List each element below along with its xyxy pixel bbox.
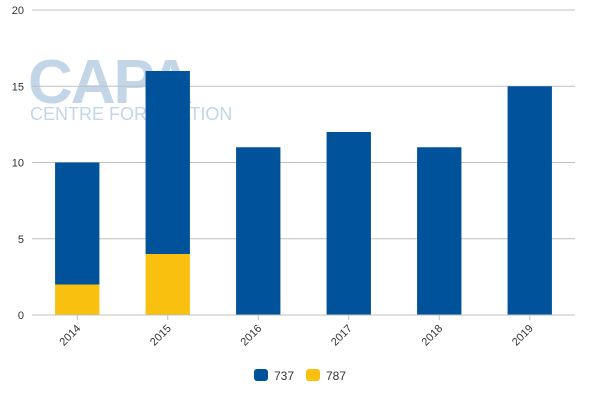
- bars: [55, 71, 552, 315]
- y-tick-label: 20: [12, 5, 24, 17]
- x-tick-label: 2018: [420, 323, 446, 349]
- legend-swatch: [254, 369, 268, 381]
- watermark-tagline: CENTRE FOR AVIATION: [30, 104, 232, 124]
- bar-787-2014[interactable]: [55, 284, 100, 316]
- legend-label: 737: [274, 369, 294, 383]
- x-tick-label: 2014: [58, 323, 84, 349]
- bar-737-2014[interactable]: [55, 162, 100, 285]
- y-tick-label: 0: [18, 310, 24, 322]
- x-tick-label: 2017: [329, 323, 355, 349]
- legend-item-787[interactable]: 787: [306, 369, 346, 383]
- x-tick-label: 2019: [510, 323, 536, 349]
- bar-737-2019[interactable]: [507, 86, 552, 315]
- x-axis: 2014 2015 2016 2017 2018 2019: [32, 314, 575, 349]
- y-axis: 0 5 10 15 20: [12, 5, 24, 322]
- bar-737-2015[interactable]: [145, 71, 190, 254]
- bar-737-2017[interactable]: [326, 132, 371, 315]
- legend-swatch: [306, 369, 320, 381]
- x-tick-label: 2016: [239, 323, 265, 349]
- bar-787-2015[interactable]: [145, 254, 190, 315]
- y-tick-label: 5: [18, 234, 24, 246]
- legend[interactable]: 737 787: [254, 369, 346, 383]
- y-tick-label: 10: [12, 158, 24, 170]
- legend-label: 787: [326, 369, 346, 383]
- x-tick-label: 2015: [148, 323, 174, 349]
- bar-737-2018[interactable]: [417, 147, 462, 315]
- y-tick-label: 15: [12, 81, 24, 93]
- legend-item-737[interactable]: 737: [254, 369, 294, 383]
- bar-737-2016[interactable]: [236, 147, 281, 315]
